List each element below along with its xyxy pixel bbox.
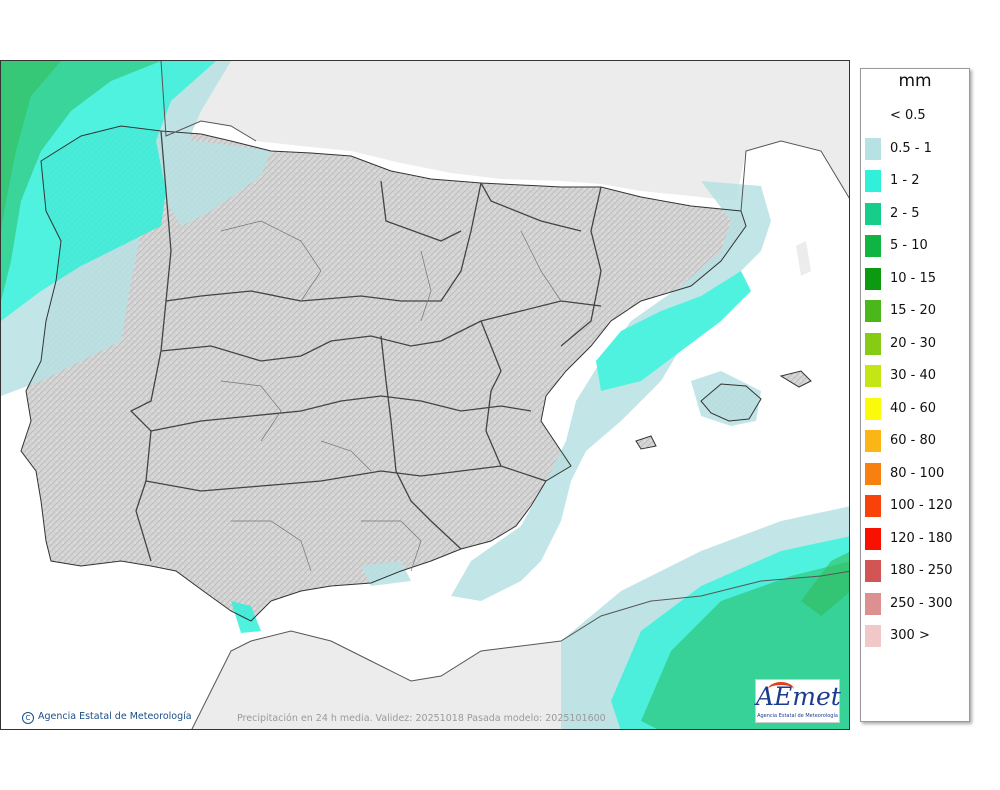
legend-item: 60 - 80 <box>861 430 971 452</box>
ibiza-land <box>636 436 656 449</box>
legend-label: 60 - 80 <box>890 433 937 448</box>
region-borders <box>129 130 602 562</box>
legend-swatch <box>865 592 881 615</box>
legend-item: 250 - 300 <box>861 592 971 615</box>
legend-label: 40 - 60 <box>890 400 937 416</box>
legend-swatch <box>865 105 881 127</box>
menorca-land <box>781 371 811 387</box>
precipitation-map <box>0 60 850 730</box>
legend-swatch <box>865 365 881 387</box>
legend-swatch <box>865 137 881 160</box>
legend-item: 2 - 5 <box>861 202 971 225</box>
france-coast <box>160 61 849 212</box>
legend-title: mm <box>898 71 932 91</box>
map-caption: Precipitación en 24 h media. Validez: 20… <box>237 713 606 724</box>
legend-swatch <box>865 625 881 647</box>
legend-item: 40 - 60 <box>861 397 971 420</box>
legend-item: 10 - 15 <box>861 267 971 290</box>
precip-nw-strong <box>1 61 61 231</box>
legend-swatch <box>865 170 881 192</box>
legend-label: 20 - 30 <box>890 335 937 351</box>
legend-swatch <box>865 462 881 485</box>
legend-item: 100 - 120 <box>861 495 971 517</box>
legend-swatch <box>865 300 881 322</box>
province-borders <box>220 220 562 572</box>
menorca-coast <box>779 370 812 388</box>
legend-item: 15 - 20 <box>861 300 971 322</box>
agency-credit: C Agencia Estatal de Meteorología <box>22 711 192 724</box>
legend-swatch <box>865 397 881 420</box>
legend-item: 5 - 10 <box>861 235 971 257</box>
legend-swatch <box>865 527 881 550</box>
logo-subtitle: Agencia Estatal de Meteorología <box>757 713 838 719</box>
legend-label: 80 - 100 <box>890 465 945 481</box>
legend-swatch <box>865 235 881 257</box>
legend-label: 1 - 2 <box>890 173 920 188</box>
ibiza-coast <box>635 435 657 450</box>
precip-north-band <box>161 136 271 226</box>
legend-item: 120 - 180 <box>861 527 971 550</box>
legend-label: 30 - 40 <box>890 368 937 383</box>
logo-word: AEmet <box>756 682 841 711</box>
legend: mm < 0.5 0.5 - 1 1 - 2 2 - 5 5 - 10 10 - 15 15… <box>860 68 970 722</box>
legend-label: < 0.5 <box>890 108 926 123</box>
precip-balearic <box>691 371 761 426</box>
legend-label: 100 - 120 <box>890 498 953 513</box>
iberia-land <box>21 126 746 621</box>
precip-alboran <box>231 601 261 633</box>
legend-item: 1 - 2 <box>861 170 971 192</box>
legend-item: 180 - 250 <box>861 560 971 582</box>
legend-label: 5 - 10 <box>890 238 928 253</box>
copyright-icon: C <box>22 712 34 724</box>
legend-swatch <box>865 267 881 290</box>
legend-label: 2 - 5 <box>890 205 920 221</box>
legend-swatch <box>865 560 881 582</box>
legend-item: 30 - 40 <box>861 365 971 387</box>
iberia-coastline <box>20 125 747 622</box>
legend-label: 10 - 15 <box>890 270 937 286</box>
legend-swatch <box>865 332 881 355</box>
agency-credit-text: Agencia Estatal de Meteorología <box>38 711 192 722</box>
aemet-logo: AEmet Agencia Estatal de Meteorología <box>755 679 841 723</box>
legend-swatch <box>865 202 881 225</box>
legend-item: 20 - 30 <box>861 332 971 355</box>
legend-item: < 0.5 <box>861 105 971 127</box>
legend-label: 15 - 20 <box>890 303 937 318</box>
legend-label: 250 - 300 <box>890 595 953 611</box>
legend-item: 0.5 - 1 <box>861 137 971 160</box>
legend-swatch <box>865 495 881 517</box>
mallorca-coast <box>700 383 762 422</box>
precip-nw-heavy <box>1 61 161 301</box>
logo-arc-icon <box>768 682 794 697</box>
corsica-land <box>796 241 811 276</box>
legend-label: 120 - 180 <box>890 530 953 546</box>
precip-east-medium <box>596 271 751 391</box>
legend-label: 0.5 - 1 <box>890 140 932 156</box>
legend-label: 300 > <box>890 628 930 643</box>
france-land <box>161 61 849 201</box>
precip-se-strong <box>801 552 849 616</box>
legend-item: 80 - 100 <box>861 462 971 485</box>
legend-item: 300 > <box>861 625 971 647</box>
precip-andalucia <box>361 561 411 586</box>
legend-label: 180 - 250 <box>890 563 953 578</box>
legend-swatch <box>865 430 881 452</box>
africa-coast <box>191 570 849 729</box>
